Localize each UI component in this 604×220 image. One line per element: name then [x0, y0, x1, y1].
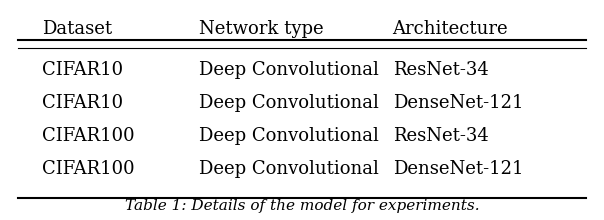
Text: Dataset: Dataset: [42, 20, 112, 38]
Text: Network type: Network type: [199, 20, 324, 38]
Text: Table 1: Details of the model for experiments.: Table 1: Details of the model for experi…: [124, 199, 480, 213]
Text: ResNet-34: ResNet-34: [393, 61, 489, 79]
Text: DenseNet-121: DenseNet-121: [393, 160, 523, 178]
Text: Deep Convolutional: Deep Convolutional: [199, 94, 379, 112]
Text: CIFAR10: CIFAR10: [42, 61, 123, 79]
Text: Deep Convolutional: Deep Convolutional: [199, 127, 379, 145]
Text: DenseNet-121: DenseNet-121: [393, 94, 523, 112]
Text: Deep Convolutional: Deep Convolutional: [199, 160, 379, 178]
Text: CIFAR10: CIFAR10: [42, 94, 123, 112]
Text: ResNet-34: ResNet-34: [393, 127, 489, 145]
Text: CIFAR100: CIFAR100: [42, 127, 135, 145]
Text: Deep Convolutional: Deep Convolutional: [199, 61, 379, 79]
Text: CIFAR100: CIFAR100: [42, 160, 135, 178]
Text: Architecture: Architecture: [393, 20, 508, 38]
